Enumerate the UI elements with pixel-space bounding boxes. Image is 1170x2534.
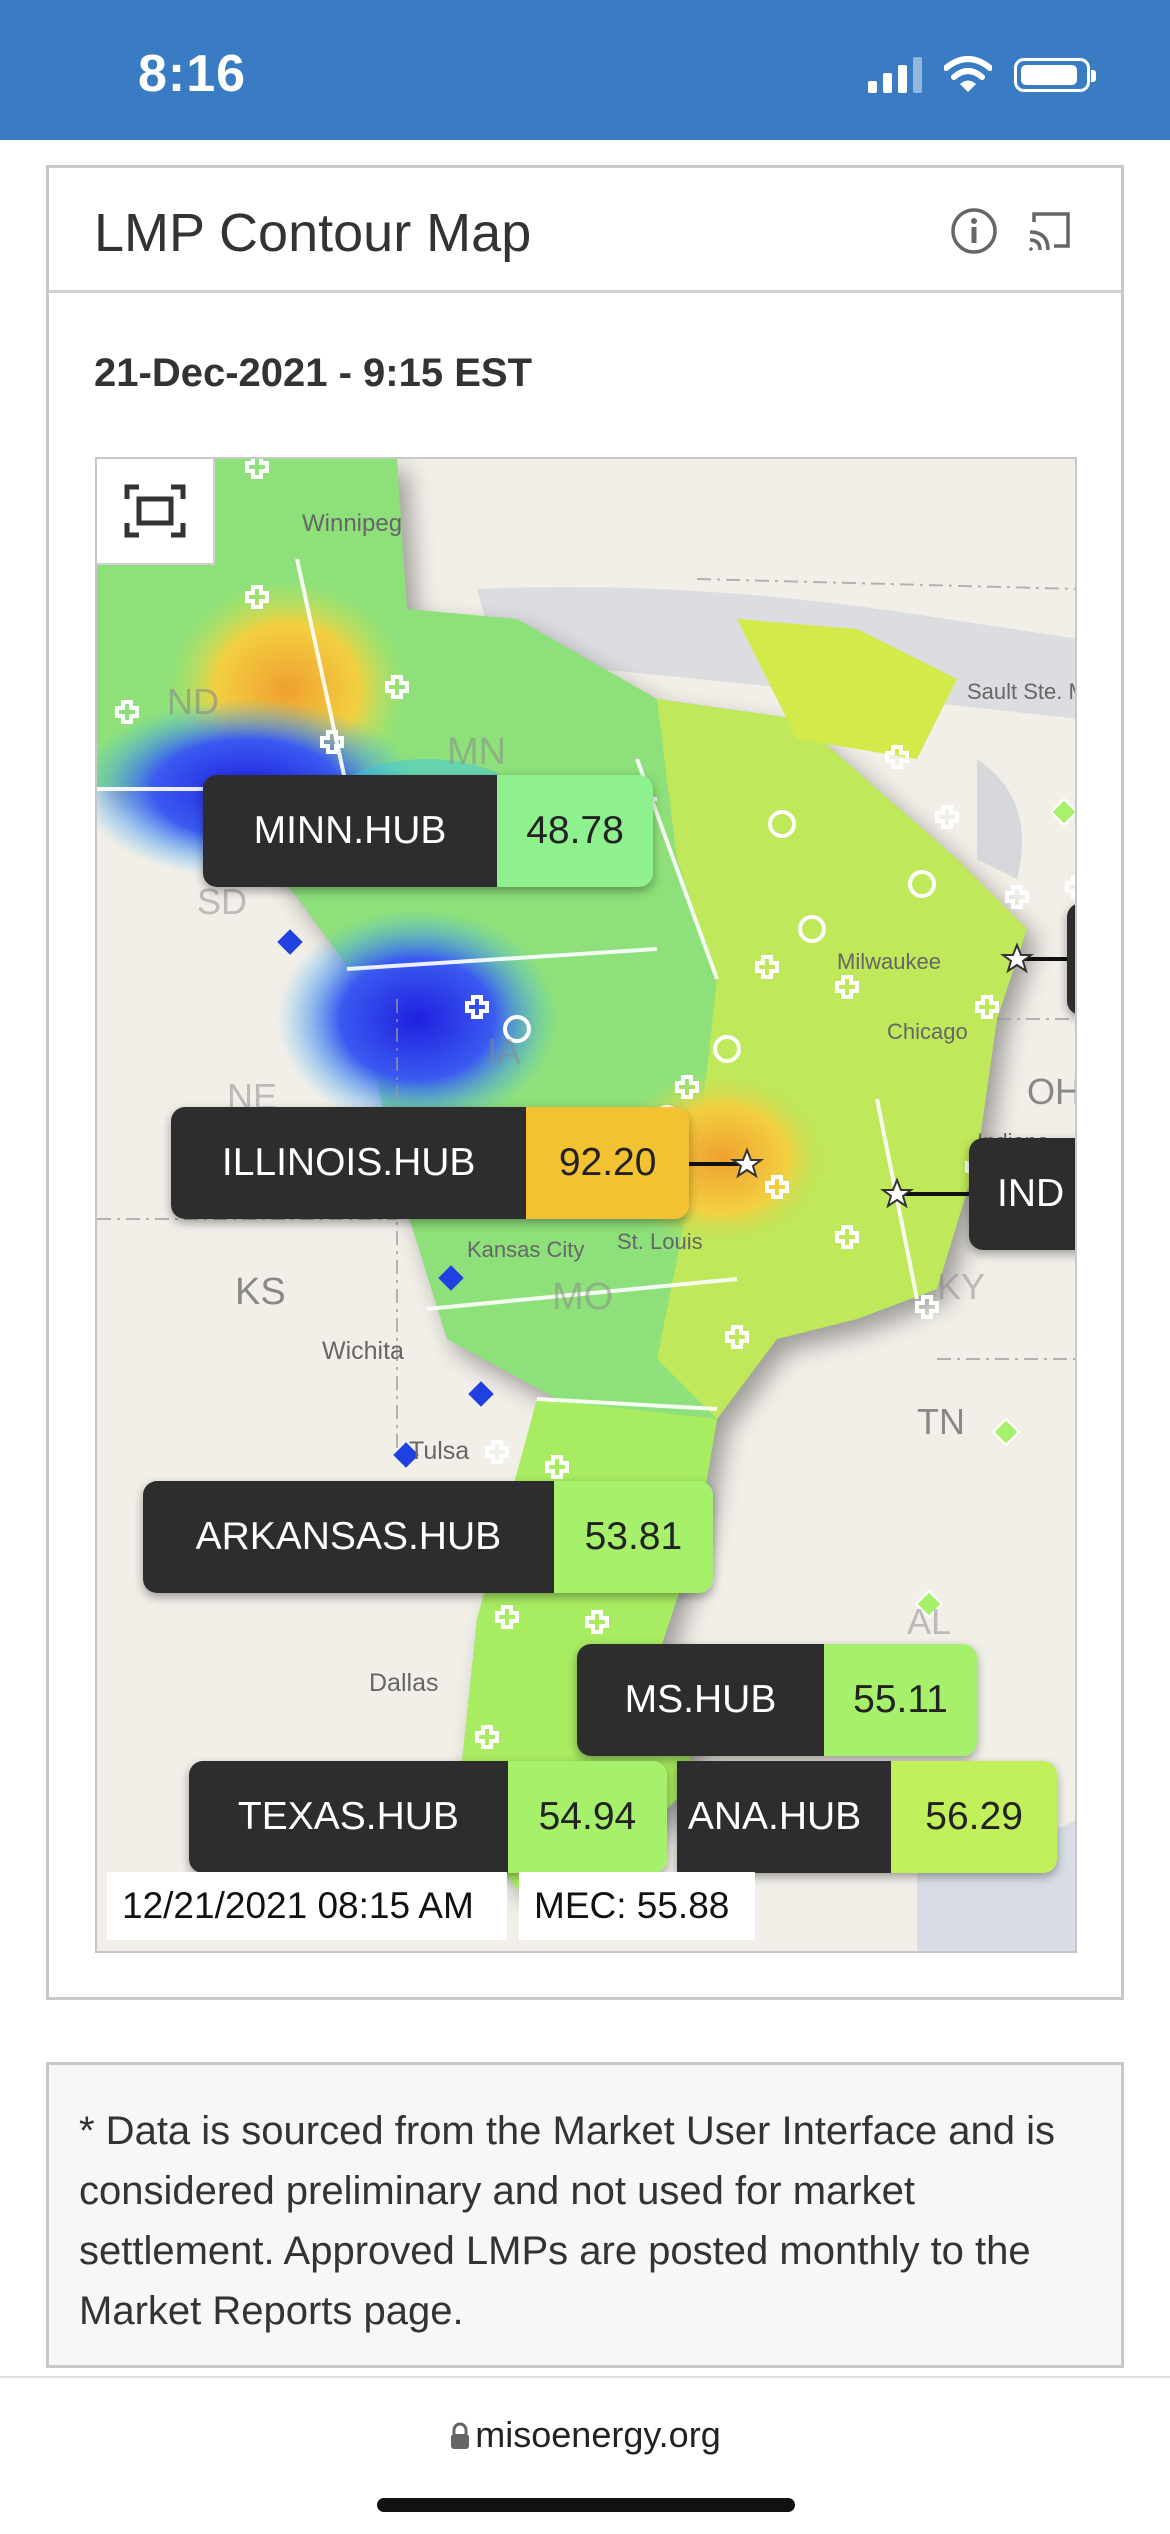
hub-name: MINN.HUB xyxy=(203,775,497,887)
contour-map[interactable]: Winnipeg ND MN SD NE IA KS MO OH KY TN A… xyxy=(95,457,1077,1953)
card-title: LMP Contour Map xyxy=(94,203,532,263)
map-label-oh: OH xyxy=(1027,1071,1077,1112)
map-label-tn: TN xyxy=(917,1401,965,1442)
disclaimer-note: * Data is sourced from the Market User I… xyxy=(46,2062,1124,2368)
hub-value: 48.78 xyxy=(497,775,653,887)
map-label-al: AL xyxy=(907,1601,951,1642)
map-timestamp: 21-Dec-2021 - 9:15 EST xyxy=(94,351,533,395)
map-label-sault: Sault Ste. M xyxy=(967,679,1077,704)
hub-ms[interactable]: MS.HUB 55.11 xyxy=(577,1644,977,1756)
hub-right-partial[interactable] xyxy=(1067,903,1075,1015)
hub-value: 53.81 xyxy=(553,1481,713,1593)
wifi-icon xyxy=(944,56,992,92)
url-bar[interactable]: misoenergy.org xyxy=(0,2414,1170,2456)
hub-name xyxy=(1067,903,1075,1015)
map-label-tulsa: Tulsa xyxy=(409,1437,469,1465)
fullscreen-button[interactable] xyxy=(97,459,215,565)
map-label-milwaukee: Milwaukee xyxy=(837,949,941,974)
map-label-sd: SD xyxy=(197,881,247,922)
hub-name: ILLINOIS.HUB xyxy=(171,1107,527,1219)
map-label-ks: KS xyxy=(235,1271,286,1313)
url-text: misoenergy.org xyxy=(475,2414,721,2455)
map-label-wichita: Wichita xyxy=(322,1337,404,1365)
hub-value: 55.11 xyxy=(824,1644,977,1756)
home-indicator[interactable] xyxy=(377,2498,795,2512)
map-label-kansas-city: Kansas City xyxy=(467,1237,584,1262)
map-label-ia: IA xyxy=(487,1031,521,1072)
map-mec: MEC: 55.88 xyxy=(519,1872,755,1940)
map-label-chicago: Chicago xyxy=(887,1019,968,1044)
map-label-st-louis: St. Louis xyxy=(617,1229,703,1254)
hub-value: 54.94 xyxy=(507,1761,667,1873)
cast-icon[interactable] xyxy=(1024,206,1074,256)
hub-louisiana[interactable]: ANA.HUB 56.29 xyxy=(677,1761,1057,1873)
hub-name: IND xyxy=(969,1138,1075,1250)
map-label-ky: KY xyxy=(937,1266,985,1307)
map-label-winnipeg: Winnipeg xyxy=(302,510,402,537)
hub-name: ARKANSAS.HUB xyxy=(143,1481,554,1593)
hub-indiana[interactable]: IND xyxy=(969,1138,1075,1250)
hub-texas[interactable]: TEXAS.HUB 54.94 xyxy=(189,1761,667,1873)
hub-value: 92.20 xyxy=(526,1107,689,1219)
hub-illinois[interactable]: ILLINOIS.HUB 92.20 xyxy=(171,1107,689,1219)
status-bar: 8:16 xyxy=(0,0,1170,140)
card-header: LMP Contour Map xyxy=(49,168,1121,293)
lmp-card: LMP Contour Map 21-Dec-2021 - 9:15 EST xyxy=(46,165,1124,2000)
fullscreen-icon xyxy=(124,484,186,538)
map-label-mn: MN xyxy=(447,731,506,773)
map-label-dallas: Dallas xyxy=(369,1669,438,1697)
signal-icon xyxy=(868,57,922,93)
hub-name: ANA.HUB xyxy=(677,1761,892,1873)
status-icons xyxy=(868,55,1096,95)
battery-icon xyxy=(1014,58,1096,92)
map-datetime: 12/21/2021 08:15 AM xyxy=(107,1872,507,1940)
hub-arkansas[interactable]: ARKANSAS.HUB 53.81 xyxy=(143,1481,713,1593)
hub-name: MS.HUB xyxy=(577,1644,824,1756)
hub-name: TEXAS.HUB xyxy=(189,1761,508,1873)
map-label-mo: MO xyxy=(552,1276,613,1318)
lock-icon xyxy=(451,2422,470,2449)
map-label-nd: ND xyxy=(167,681,219,722)
status-time: 8:16 xyxy=(138,45,247,103)
hub-minn[interactable]: MINN.HUB 48.78 xyxy=(203,775,653,887)
browser-bar: misoenergy.org xyxy=(0,2376,1170,2534)
info-icon[interactable] xyxy=(949,206,999,256)
hub-value: 56.29 xyxy=(891,1761,1057,1873)
